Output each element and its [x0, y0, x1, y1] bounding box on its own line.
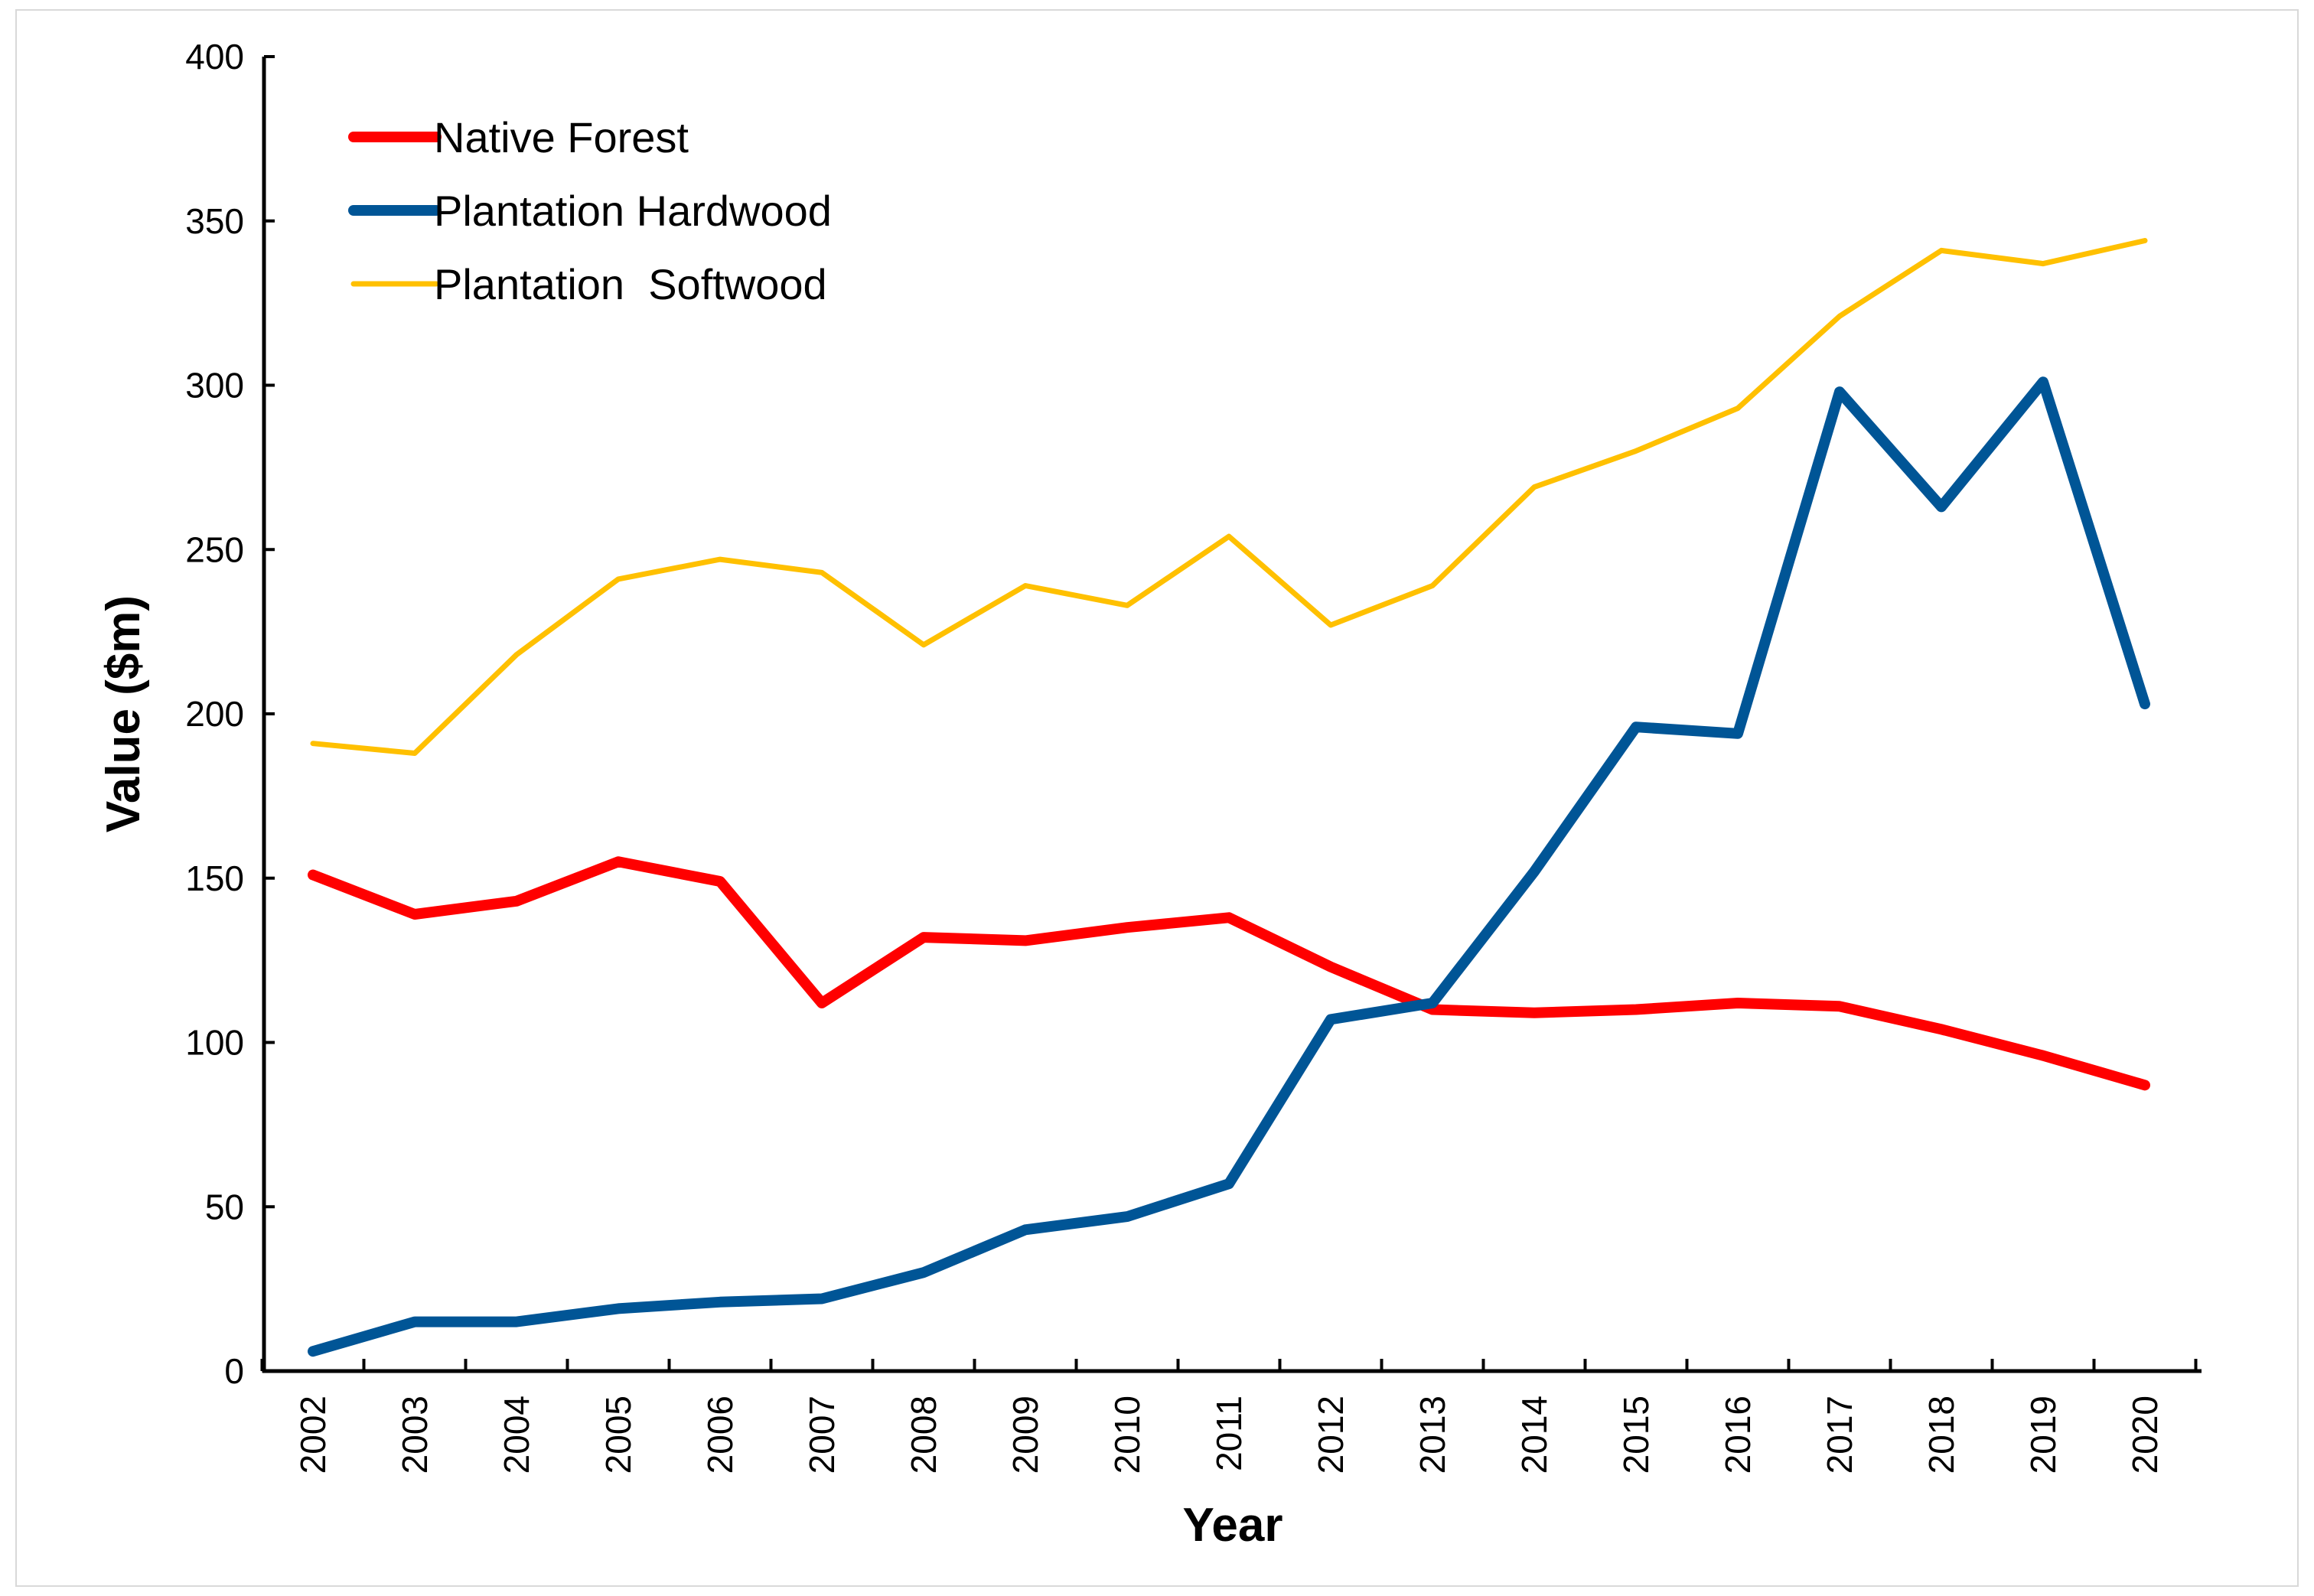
y-axis-ticks: 0 50 100 150 200 250 300 350 400 [185, 37, 275, 1391]
y-tick-label: 250 [185, 529, 244, 569]
x-tick-label: 2019 [2023, 1396, 2063, 1474]
y-tick-label: 0 [224, 1351, 244, 1391]
legend-label: Native Forest [434, 113, 689, 161]
x-tick-label: 2013 [1413, 1396, 1452, 1474]
legend-label: Plantation Softwood [434, 260, 827, 308]
x-tick-label: 2006 [700, 1396, 740, 1474]
x-tick-label: 2017 [1820, 1396, 1859, 1474]
y-tick-label: 150 [185, 858, 244, 898]
x-tick-label: 2004 [497, 1396, 536, 1474]
x-tick-label: 2002 [293, 1396, 333, 1474]
chart-frame: 0 50 100 150 200 250 300 350 400 2002 2003 2004 200… [15, 9, 2299, 1587]
x-tick-label: 2015 [1616, 1396, 1656, 1474]
x-tick-label: 2007 [802, 1396, 842, 1474]
series-line-plantation-hardwood [308, 376, 2150, 1357]
x-tick-label: 2010 [1107, 1396, 1147, 1474]
y-axis-title: Value ($m) [97, 595, 150, 832]
y-tick-label: 100 [185, 1023, 244, 1063]
x-tick-label: 2009 [1005, 1396, 1045, 1474]
x-tick-label: 2016 [1718, 1396, 1758, 1474]
x-axis-title: Year [1182, 1499, 1282, 1552]
x-tick-label: 2014 [1514, 1396, 1554, 1474]
series-line-native-forest [308, 856, 2150, 1091]
x-tick-label: 2003 [395, 1396, 435, 1474]
y-tick-label: 400 [185, 37, 244, 77]
y-tick-label: 350 [185, 201, 244, 241]
x-tick-label: 2012 [1311, 1396, 1351, 1474]
legend-label: Plantation Hardwood [434, 187, 832, 235]
y-tick-label: 50 [205, 1187, 244, 1226]
x-axis-ticks: 2002 2003 2004 2005 2006 2007 2008 2009 2010 2011… [260, 1359, 2198, 1474]
x-tick-label: 2008 [904, 1396, 944, 1474]
x-tick-label: 2011 [1209, 1396, 1249, 1471]
series-lines [308, 238, 2150, 1357]
x-tick-label: 2020 [2125, 1396, 2165, 1474]
x-tick-label: 2018 [1921, 1396, 1961, 1474]
legend: Native Forest Plantation Hardwood Plantati… [348, 113, 832, 308]
y-tick-label: 200 [185, 694, 244, 734]
x-tick-label: 2005 [598, 1396, 638, 1474]
y-tick-label: 300 [185, 366, 244, 406]
series-line-plantation-softwood [310, 238, 2148, 756]
